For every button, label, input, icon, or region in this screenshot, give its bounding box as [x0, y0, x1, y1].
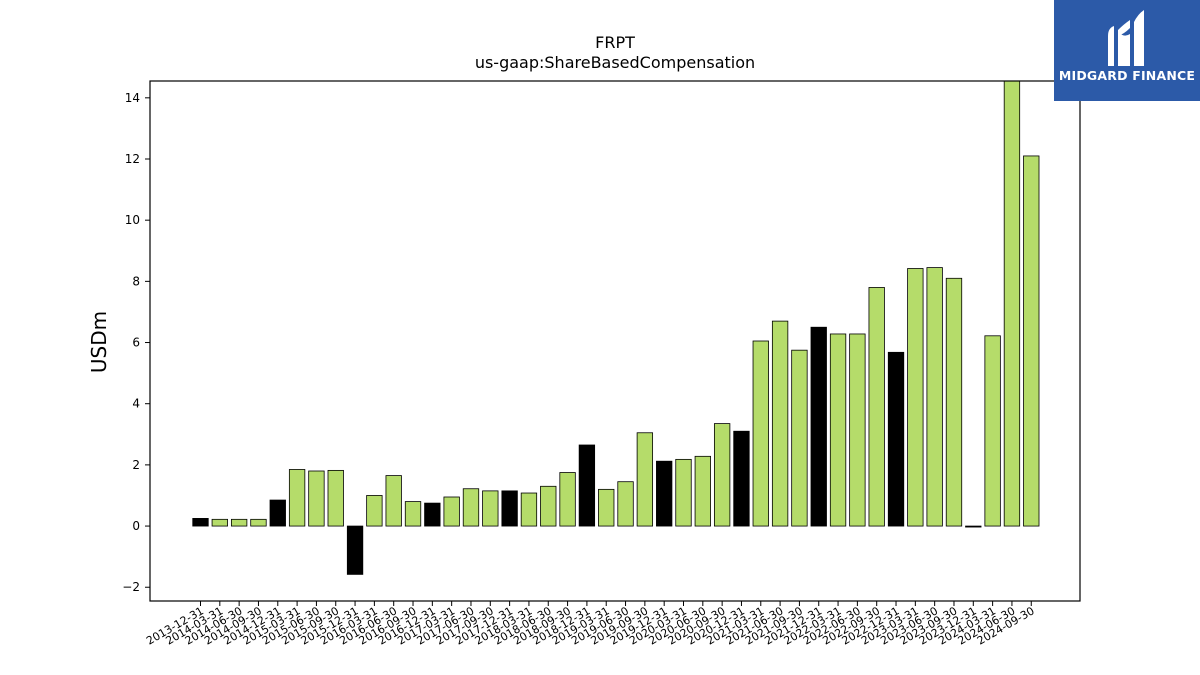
bar-2017-03-31 [443, 496, 460, 527]
bar-2014-12-31 [269, 499, 286, 527]
bar-2022-12-31 [887, 351, 905, 527]
bar-2023-09-30 [945, 277, 963, 527]
y-tick-label: 14 [125, 91, 140, 105]
bar-2017-06-30 [462, 488, 480, 527]
y-tick-label: 0 [132, 519, 140, 533]
bar-2022-09-30 [868, 287, 885, 527]
bar-2022-03-31 [829, 333, 847, 527]
bars [192, 80, 1040, 575]
y-axis-label: USDm [87, 311, 111, 373]
bar-2018-12-31 [578, 444, 596, 527]
y-tick-label: 10 [125, 213, 140, 227]
bar-2020-09-30 [713, 423, 731, 527]
bar-2014-03-31 [211, 518, 228, 527]
chart-title: FRPT [595, 33, 635, 52]
plot-frame [149, 80, 1081, 602]
bar-2015-03-31 [288, 469, 306, 527]
bar-2016-12-31 [424, 502, 441, 527]
bar-2019-06-30 [617, 481, 634, 527]
bar-2024-09-30 [1023, 155, 1040, 527]
bar-2020-03-31 [675, 458, 692, 527]
bar-2017-12-31 [501, 490, 518, 527]
bar-2014-09-30 [250, 518, 267, 527]
y-ticks: −2 0 2 4 6 8 10 12 14 [122, 91, 150, 594]
bar-2014-06-30 [230, 518, 248, 527]
bar-2020-06-30 [694, 455, 711, 527]
bar-2023-03-31 [907, 268, 924, 527]
y-tick-label: 8 [132, 274, 140, 288]
bar-2016-06-30 [385, 475, 402, 527]
bar-2016-09-30 [404, 501, 422, 527]
bar-2019-03-31 [598, 488, 615, 527]
bar-2023-12-31 [965, 525, 982, 528]
bar-2023-06-30 [926, 267, 943, 527]
bar-2015-12-31 [346, 525, 364, 575]
bar-2018-03-31 [520, 492, 538, 527]
brand-logo: MIDGARD FINANCE [1054, 0, 1200, 101]
bar-2015-06-30 [308, 470, 325, 527]
bar-2021-12-31 [810, 326, 827, 527]
y-tick-label: 4 [132, 397, 140, 411]
chart-subtitle: us-gaap:ShareBasedCompensation [475, 53, 755, 72]
bar-2024-03-31 [984, 335, 1001, 527]
bar-2021-09-30 [791, 349, 808, 527]
bar-2017-09-30 [482, 490, 499, 527]
bar-2013-12-31 [192, 518, 209, 527]
y-tick-label: −2 [122, 580, 140, 594]
y-tick-label: 12 [125, 152, 140, 166]
logo-mark-icon [1108, 10, 1144, 66]
y-tick-label: 6 [132, 336, 140, 350]
bar-2019-09-30 [636, 432, 654, 527]
bar-2018-09-30 [559, 472, 576, 527]
bar-2021-06-30 [771, 320, 789, 527]
bar-2015-09-30 [327, 469, 344, 527]
bar-2021-03-31 [752, 340, 769, 527]
y-tick-label: 2 [132, 458, 140, 472]
bar-2022-06-30 [849, 333, 866, 527]
bar-2024-06-30 [1003, 80, 1021, 527]
bar-2016-03-31 [366, 495, 383, 527]
bar-2018-06-30 [540, 485, 557, 527]
bar-2019-12-31 [656, 460, 673, 527]
logo-text: MIDGARD FINANCE [1058, 68, 1196, 83]
bar-2020-12-31 [733, 430, 750, 527]
x-ticks: 2013-12-312014-03-312014-06-302014-09-30… [144, 601, 1037, 648]
